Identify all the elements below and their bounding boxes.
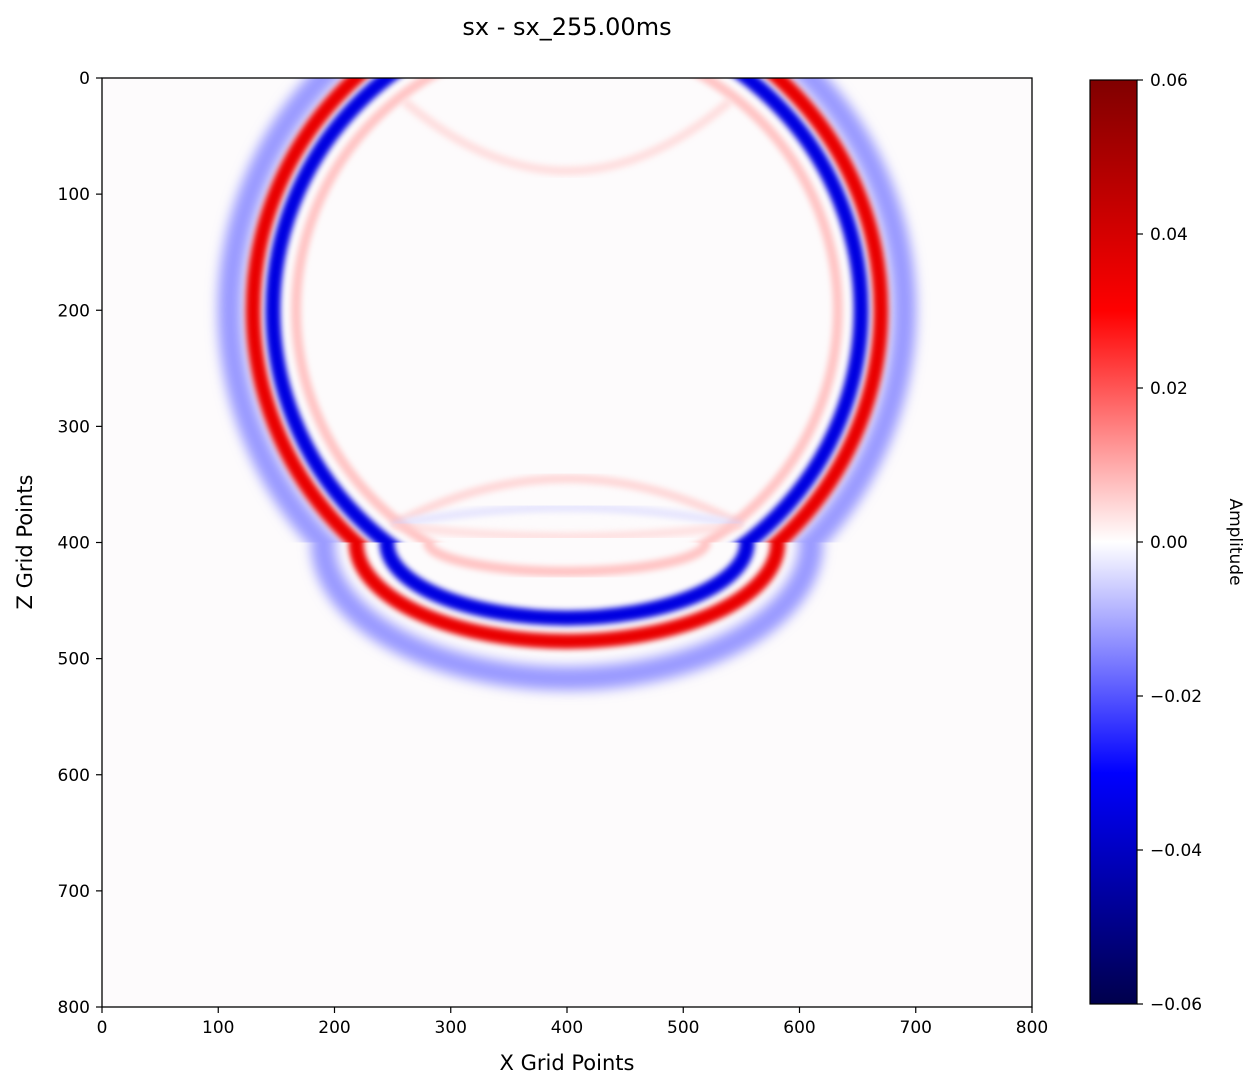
colorbar-tick-label: −0.06 xyxy=(1150,995,1202,1015)
wavefield xyxy=(217,78,917,691)
transmitted-wavefronts xyxy=(310,542,824,691)
reflected-wavefronts xyxy=(390,474,744,542)
wavefront-outer-trough xyxy=(217,78,917,543)
wavefront-blue-trough xyxy=(265,78,869,543)
colorbar-tick-label: −0.02 xyxy=(1150,687,1202,707)
wavefront-red-crest xyxy=(245,78,889,543)
y-tick-label: 100 xyxy=(58,185,90,205)
surface-reflection xyxy=(401,97,733,176)
direct-wavefronts xyxy=(217,78,917,543)
y-tick-label: 700 xyxy=(58,882,90,902)
reflected-arc xyxy=(390,474,744,530)
y-tick-label: 200 xyxy=(58,301,90,321)
colorbar-gradient xyxy=(1089,79,1138,1005)
y-tick-label: 600 xyxy=(58,766,90,786)
transmitted-red-crest xyxy=(348,542,786,649)
plot-area xyxy=(101,77,1033,1008)
x-tick-label: 0 xyxy=(97,1018,108,1038)
colorbar-tick-label: 0.06 xyxy=(1150,71,1188,91)
x-tick-label: 800 xyxy=(1016,1018,1048,1038)
y-tick-label: 800 xyxy=(58,998,90,1018)
colorbar-tick-label: 0.04 xyxy=(1150,225,1188,245)
y-tick-label: 500 xyxy=(58,650,90,670)
transmitted-outer-trough xyxy=(310,542,824,691)
colorbar-label: Amplitude xyxy=(1225,498,1245,585)
colorbar: 0.06 0.04 0.02 0.00 −0.02 −0.04 −0.06 Amplitud… xyxy=(1089,71,1245,1015)
wavefront-inner-pink xyxy=(291,78,843,543)
y-tick-label: 0 xyxy=(79,69,90,89)
transmitted-inner-pink xyxy=(423,542,711,577)
x-tick-label: 200 xyxy=(318,1018,350,1038)
y-tick-label: 300 xyxy=(58,417,90,437)
colorbar-tick-label: 0.02 xyxy=(1150,379,1188,399)
x-tick-label: 700 xyxy=(900,1018,932,1038)
x-tick-label: 400 xyxy=(551,1018,583,1038)
y-axis: 0 100 200 300 400 500 600 700 800 xyxy=(58,69,102,1018)
chart-title: sx - sx_255.00ms xyxy=(462,13,671,41)
x-tick-label: 500 xyxy=(667,1018,699,1038)
reflected-arc xyxy=(391,503,743,530)
reflected-arc xyxy=(392,520,742,542)
transmitted-blue-trough xyxy=(379,542,755,626)
colorbar-ticks: 0.06 0.04 0.02 0.00 −0.02 −0.04 −0.06 xyxy=(1137,71,1202,1015)
x-axis: 0 100 200 300 400 500 600 700 800 xyxy=(97,1007,1048,1038)
colorbar-tick-label: 0.00 xyxy=(1150,533,1188,553)
y-tick-label: 400 xyxy=(58,534,90,554)
y-axis-label: Z Grid Points xyxy=(13,475,37,610)
x-axis-label: X Grid Points xyxy=(500,1051,635,1075)
x-tick-label: 300 xyxy=(435,1018,467,1038)
colorbar-tick-label: −0.04 xyxy=(1150,841,1202,861)
x-tick-label: 100 xyxy=(202,1018,234,1038)
x-tick-label: 600 xyxy=(783,1018,815,1038)
